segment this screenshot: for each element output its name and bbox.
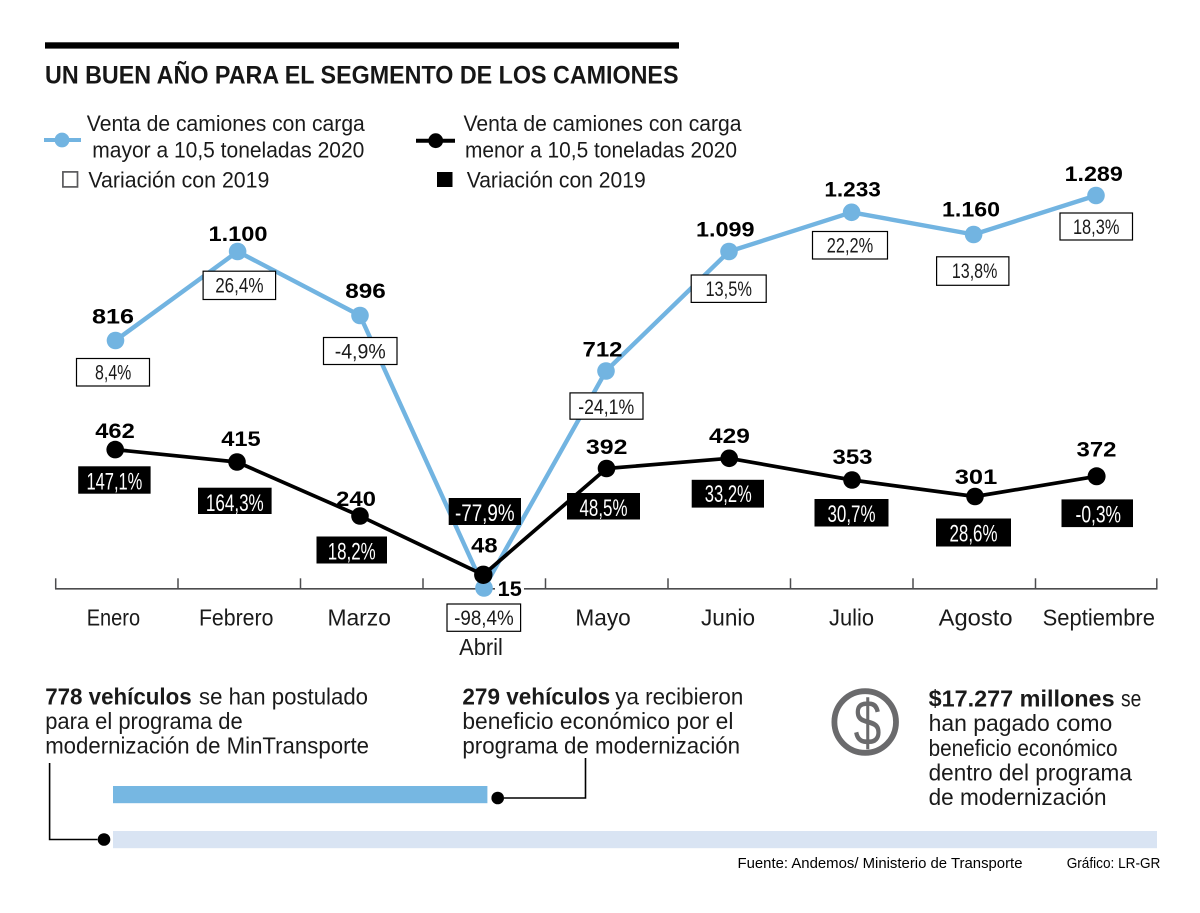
svg-text:18,3%: 18,3% xyxy=(1073,215,1120,239)
svg-text:Marzo: Marzo xyxy=(327,605,391,631)
svg-text:48,5%: 48,5% xyxy=(580,495,628,522)
svg-text:-98,4%: -98,4% xyxy=(454,606,514,630)
svg-text:28,6%: 28,6% xyxy=(950,521,998,548)
svg-text:Julio: Julio xyxy=(829,605,874,631)
svg-text:22,2%: 22,2% xyxy=(827,234,874,258)
svg-text:353: 353 xyxy=(833,445,873,469)
svg-text:-0,3%: -0,3% xyxy=(1076,502,1122,529)
svg-text:778 vehículos: 778 vehículos xyxy=(45,684,192,710)
svg-text:Agosto: Agosto xyxy=(939,605,1013,631)
svg-text:para el programa de: para el programa de xyxy=(45,708,243,734)
svg-text:33,2%: 33,2% xyxy=(705,481,752,508)
svg-text:ya recibieron: ya recibieron xyxy=(615,684,743,710)
svg-text:896: 896 xyxy=(345,279,386,303)
svg-text:$: $ xyxy=(854,688,882,759)
svg-text:Junio: Junio xyxy=(701,605,755,631)
svg-text:1.233: 1.233 xyxy=(824,178,881,202)
svg-text:se: se xyxy=(1121,685,1141,711)
svg-text:-77,9%: -77,9% xyxy=(455,500,515,527)
svg-text:Enero: Enero xyxy=(87,605,140,631)
svg-text:Variación con 2019: Variación con 2019 xyxy=(467,168,646,193)
svg-text:1.160: 1.160 xyxy=(942,198,1000,222)
svg-text:13,5%: 13,5% xyxy=(705,277,752,301)
svg-text:$17.277 millones: $17.277 millones xyxy=(929,685,1115,711)
svg-text:279 vehículos: 279 vehículos xyxy=(462,684,610,710)
svg-text:UN BUEN AÑO PARA EL SEGMENTO D: UN BUEN AÑO PARA EL SEGMENTO DE LOS CAMI… xyxy=(45,61,679,89)
svg-text:de modernización: de modernización xyxy=(929,784,1107,810)
svg-text:240: 240 xyxy=(336,487,376,511)
svg-text:372: 372 xyxy=(1077,438,1117,462)
svg-text:menor a 10,5 toneladas 2020: menor a 10,5 toneladas 2020 xyxy=(465,137,737,162)
svg-text:modernización de MinTransporte: modernización de MinTransporte xyxy=(45,733,369,759)
svg-text:462: 462 xyxy=(95,419,135,443)
svg-text:dentro del programa: dentro del programa xyxy=(929,760,1133,786)
svg-text:1.099: 1.099 xyxy=(696,218,755,242)
svg-text:712: 712 xyxy=(583,337,623,361)
svg-text:se han postulado: se han postulado xyxy=(199,684,368,710)
svg-text:-4,9%: -4,9% xyxy=(335,340,386,364)
svg-text:8,4%: 8,4% xyxy=(95,361,131,385)
svg-text:164,3%: 164,3% xyxy=(206,490,264,517)
svg-text:Septiembre: Septiembre xyxy=(1043,605,1155,631)
svg-text:-24,1%: -24,1% xyxy=(578,395,634,419)
svg-text:beneficio económico: beneficio económico xyxy=(929,735,1118,761)
svg-text:Venta de camiones con carga: Venta de camiones con carga xyxy=(87,111,366,136)
svg-text:Abril: Abril xyxy=(459,634,503,660)
svg-text:30,7%: 30,7% xyxy=(828,501,876,528)
svg-text:301: 301 xyxy=(955,465,998,489)
svg-text:1.100: 1.100 xyxy=(209,222,268,246)
svg-text:392: 392 xyxy=(586,435,628,459)
svg-text:Febrero: Febrero xyxy=(199,605,274,631)
svg-text:programa de modernización: programa de modernización xyxy=(462,733,740,759)
svg-text:Mayo: Mayo xyxy=(575,605,630,631)
svg-text:Fuente: Andemos/ Ministerio de: Fuente: Andemos/ Ministerio de Transport… xyxy=(738,855,1023,872)
svg-text:13,8%: 13,8% xyxy=(952,259,998,283)
svg-text:han pagado como: han pagado como xyxy=(929,710,1113,736)
svg-text:1.289: 1.289 xyxy=(1065,162,1123,186)
svg-text:15: 15 xyxy=(498,577,522,601)
svg-text:mayor a 10,5 toneladas 2020: mayor a 10,5 toneladas 2020 xyxy=(92,137,364,162)
svg-text:48: 48 xyxy=(471,533,498,557)
svg-text:Variación con 2019: Variación con 2019 xyxy=(88,168,269,193)
svg-text:429: 429 xyxy=(709,424,750,448)
svg-text:18,2%: 18,2% xyxy=(328,539,376,566)
svg-text:beneficio económico por el: beneficio económico por el xyxy=(462,708,733,734)
svg-text:147,1%: 147,1% xyxy=(86,469,142,496)
svg-text:Venta de camiones con carga: Venta de camiones con carga xyxy=(464,111,743,136)
svg-text:Gráfico: LR-GR: Gráfico: LR-GR xyxy=(1067,855,1161,872)
svg-text:816: 816 xyxy=(92,304,134,328)
svg-text:415: 415 xyxy=(221,427,260,451)
svg-text:26,4%: 26,4% xyxy=(215,273,263,297)
